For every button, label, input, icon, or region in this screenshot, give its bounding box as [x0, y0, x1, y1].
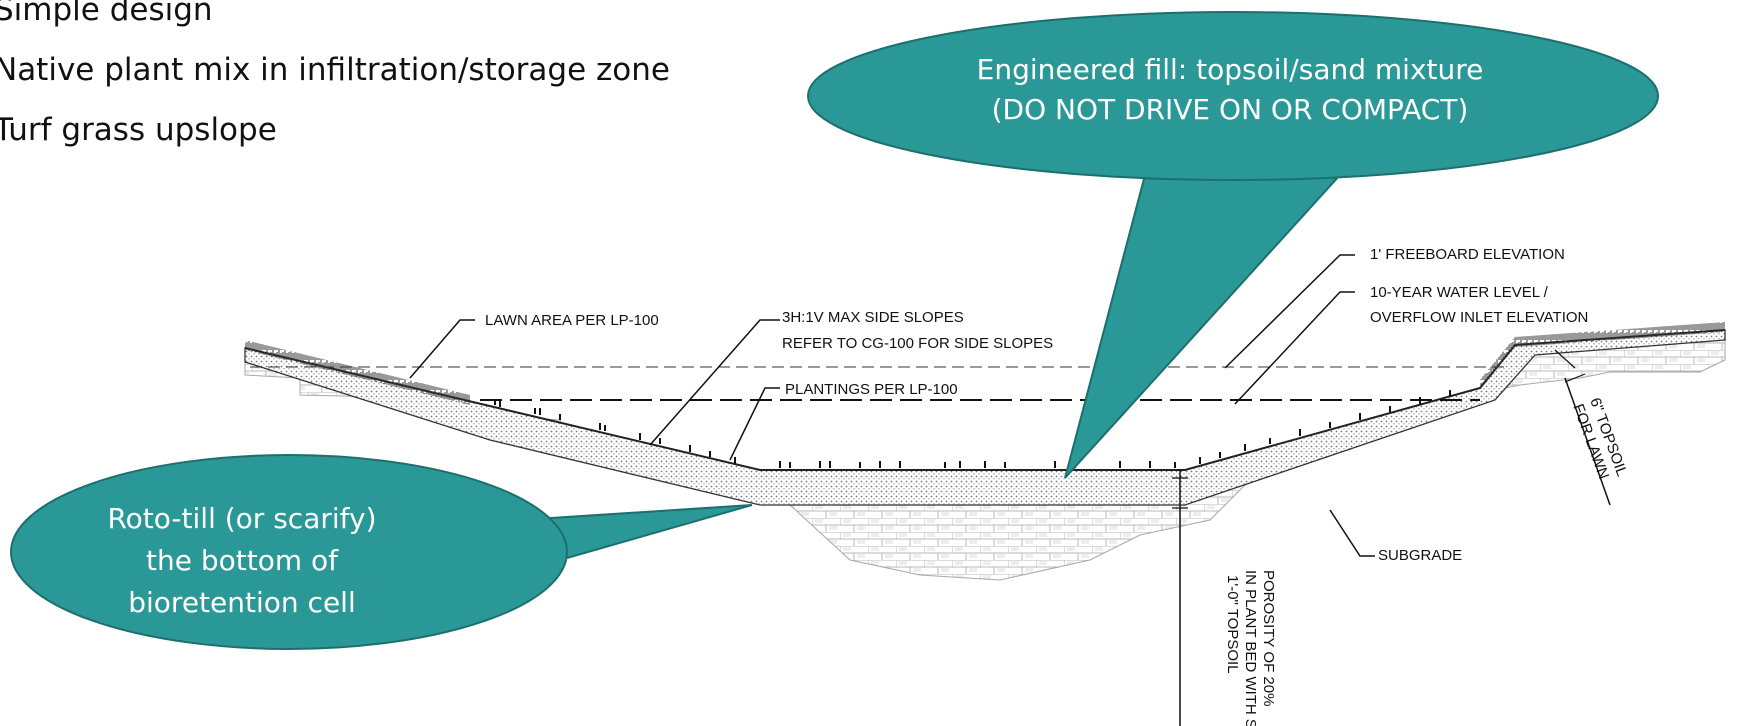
overflow-inlet-label: OVERFLOW INLET ELEVATION — [1370, 309, 1588, 326]
engineered-fill-callout — [807, 11, 1659, 479]
dimension-marks — [1172, 349, 1586, 509]
lawn-turf-right — [1480, 322, 1725, 390]
callout-line: the bottom of — [145, 544, 338, 577]
water-level-label: 10-YEAR WATER LEVEL / — [1370, 284, 1549, 301]
lawn-turf-left — [245, 340, 470, 405]
plantings-label: PLANTINGS PER LP-100 — [785, 381, 958, 398]
side-slopes-label: 3H:1V MAX SIDE SLOPES — [782, 309, 964, 326]
topsoil-lawn-label: 6" TOPSOIL FOR LAWN — [1569, 396, 1630, 482]
roto-till-callout — [10, 454, 753, 650]
callout-line: bioretention cell — [128, 586, 356, 619]
subgrade-label: SUBGRADE — [1378, 547, 1462, 564]
callout-line: Roto-till (or scarify) — [107, 502, 377, 535]
bullet-item: Simple design — [0, 0, 213, 28]
freeboard-label: 1' FREEBOARD ELEVATION — [1370, 246, 1565, 263]
side-slopes-reference-label: REFER TO CG-100 FOR SIDE SLOPES — [782, 335, 1053, 352]
engineered-fill-callout-text: Engineered fill: topsoil/sand mixture (D… — [880, 50, 1580, 130]
topsoil-bed-label: 1'-0" TOPSOIL IN PLANT BED WITH SOIL POR… — [1224, 570, 1277, 726]
topsoil-bed-line2: IN PLANT BED WITH SOIL — [1242, 570, 1259, 726]
bullet-item: Turf grass upslope — [0, 112, 277, 148]
leader-lines — [409, 254, 1611, 726]
callout-line: Engineered fill: topsoil/sand mixture — [976, 53, 1484, 86]
callout-line: (DO NOT DRIVE ON OR COMPACT) — [991, 93, 1469, 126]
roto-till-callout-text: Roto-till (or scarify) the bottom of bio… — [92, 498, 392, 624]
bullet-item: Native plant mix in infiltration/storage… — [0, 52, 670, 88]
topsoil-bed-line1: 1'-0" TOPSOIL — [1224, 575, 1241, 674]
topsoil-bed-line3: POROSITY OF 20% — [1260, 570, 1277, 706]
bullet-list: Simple design Native plant mix in infilt… — [0, 0, 670, 160]
lawn-area-label: LAWN AREA PER LP-100 — [485, 312, 659, 329]
